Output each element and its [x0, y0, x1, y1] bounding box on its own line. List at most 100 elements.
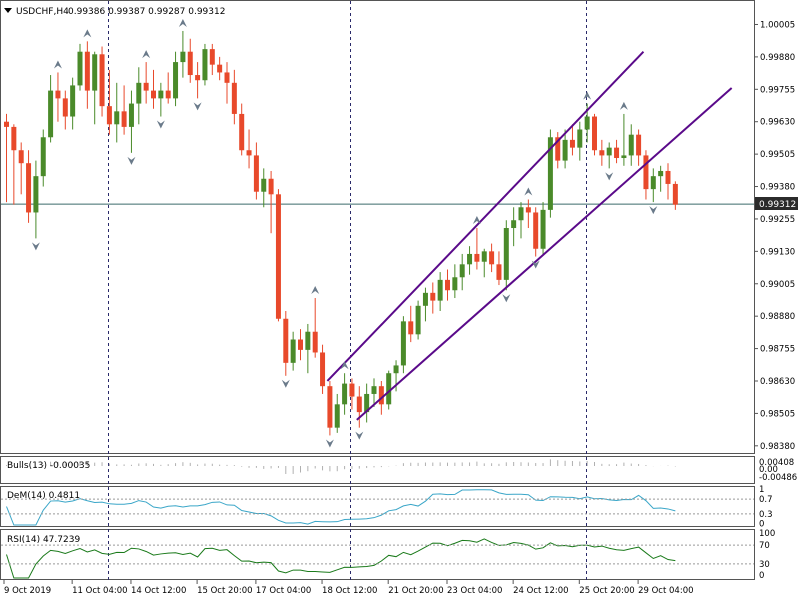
bulls-axis-label: -0.00486: [759, 473, 797, 483]
dem-indicator-label: DeM(14) 0.4811: [7, 491, 80, 501]
price-axis-label: 0.99755: [760, 85, 795, 95]
candle-body: [327, 386, 333, 428]
time-axis-label: 25 Oct 20:00: [579, 586, 634, 596]
fractal-down-icon: [605, 172, 614, 181]
candle-body: [643, 155, 649, 190]
candle-body: [621, 155, 627, 159]
fractal-up-icon: [178, 18, 187, 27]
candle-body: [48, 90, 54, 138]
candle-body: [334, 404, 340, 428]
rsi-panel-frame: [0, 529, 755, 580]
candle-body: [356, 396, 362, 413]
candle-body: [533, 212, 539, 249]
candle-body: [474, 253, 480, 262]
candle-body: [378, 386, 384, 405]
candle-body: [658, 170, 664, 177]
candle-body: [180, 51, 186, 63]
candlestick-series: [4, 30, 678, 436]
fractal-down-icon: [502, 294, 511, 303]
time-axis-label: 15 Oct 20:00: [197, 586, 252, 596]
fractal-up-icon: [53, 60, 62, 69]
time-axis-label: 9 Oct 2019: [4, 586, 51, 596]
candle-body: [496, 264, 502, 280]
candle-body: [437, 279, 443, 301]
price-axis: 1.00005 0.99880 0.99755 0.99630 0.99505 0.993…: [754, 20, 795, 452]
fractal-down-icon: [531, 260, 540, 269]
time-axis-label: 17 Oct 04:00: [256, 586, 311, 596]
candle-body: [422, 292, 428, 306]
fractal-up-icon: [472, 216, 481, 225]
candle-body: [77, 51, 83, 86]
rsi-axis-label: 70: [759, 541, 770, 551]
dem-axis-label: 0: [759, 520, 764, 530]
candle-body: [26, 163, 32, 213]
candle-body: [151, 90, 156, 99]
price-axis-label: 0.98630: [760, 377, 795, 387]
candle-body: [452, 277, 458, 291]
price-axis-label: 0.99255: [760, 215, 795, 225]
dem-line: [1, 489, 754, 526]
fractal-down-icon: [156, 120, 165, 129]
candle-body: [349, 383, 355, 397]
bulls-axis-label: 0.00: [759, 465, 778, 475]
rsi-indicator-label: RSI(14) 47.7239: [7, 535, 80, 545]
candle-body: [217, 64, 223, 73]
time-axis-label: 18 Oct 12:00: [322, 586, 377, 596]
fractal-markers: [31, 18, 658, 448]
candle-body: [11, 126, 17, 151]
fractal-up-icon: [583, 91, 592, 100]
bulls-panel-frame: [0, 456, 755, 484]
candle-body: [187, 51, 193, 76]
candle-body: [224, 72, 230, 83]
candle-body: [518, 207, 524, 221]
price-axis-label: 0.99380: [760, 183, 795, 193]
candle-body: [121, 111, 127, 127]
candle-body: [386, 373, 392, 405]
candle-body: [320, 352, 326, 387]
time-axis-label: 14 Oct 12:00: [131, 586, 186, 596]
dem-polyline: [6, 489, 676, 526]
current-price-value: 0.99312: [759, 200, 796, 210]
dem-panel-frame: [0, 486, 755, 527]
candle-body: [136, 82, 142, 104]
candle-body: [371, 386, 377, 394]
candle-body: [650, 176, 656, 190]
time-axis-label: 24 Oct 12:00: [513, 586, 568, 596]
candle-body: [158, 90, 164, 99]
candle-body: [562, 139, 568, 161]
candle-body: [665, 170, 671, 184]
candle-body: [253, 155, 259, 192]
candle-body: [400, 321, 406, 366]
fractal-down-icon: [281, 379, 290, 388]
bulls-histogram: [6, 459, 676, 474]
current-price-tag: [755, 197, 798, 210]
dem-axis-label: 0.3: [759, 510, 773, 520]
candle-body: [489, 251, 495, 265]
candle-body: [364, 393, 370, 413]
candle-body: [525, 207, 531, 213]
dropdown-triangle-icon[interactable]: [4, 8, 12, 13]
price-axis-label: 0.98880: [760, 312, 795, 322]
candle-body: [467, 253, 473, 265]
candle-body: [511, 220, 517, 229]
main-panel-frame: [0, 0, 755, 454]
price-axis-label: 0.99005: [760, 280, 795, 290]
candle-body: [33, 176, 39, 213]
price-axis-label: 1.00005: [760, 20, 795, 30]
candle-body: [342, 383, 348, 405]
candle-body: [40, 137, 46, 177]
candle-body: [195, 75, 201, 81]
fractal-down-icon: [193, 102, 202, 111]
candle-body: [592, 116, 597, 151]
channel-line: [326, 51, 645, 382]
candle-body: [445, 279, 450, 291]
candle-body: [547, 137, 553, 210]
candle-body: [290, 339, 296, 363]
candle-body: [99, 54, 105, 107]
rsi-axis-label: 0: [759, 571, 764, 581]
price-axis-label: 0.98755: [760, 345, 795, 355]
time-axis-label: 11 Oct 04:00: [72, 586, 127, 596]
candle-body: [569, 139, 575, 148]
candle-body: [636, 134, 642, 156]
